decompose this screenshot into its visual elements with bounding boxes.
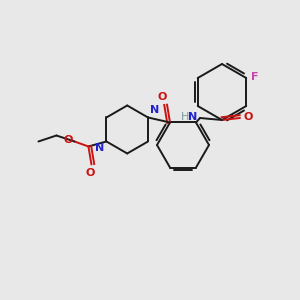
Text: O: O [243, 112, 252, 122]
Text: O: O [157, 92, 167, 103]
Text: N: N [150, 106, 159, 116]
Text: O: O [63, 136, 72, 146]
Text: H: H [181, 112, 189, 122]
Text: N: N [95, 143, 104, 154]
Text: F: F [251, 72, 259, 82]
Text: O: O [86, 169, 95, 178]
Text: N: N [188, 112, 197, 122]
